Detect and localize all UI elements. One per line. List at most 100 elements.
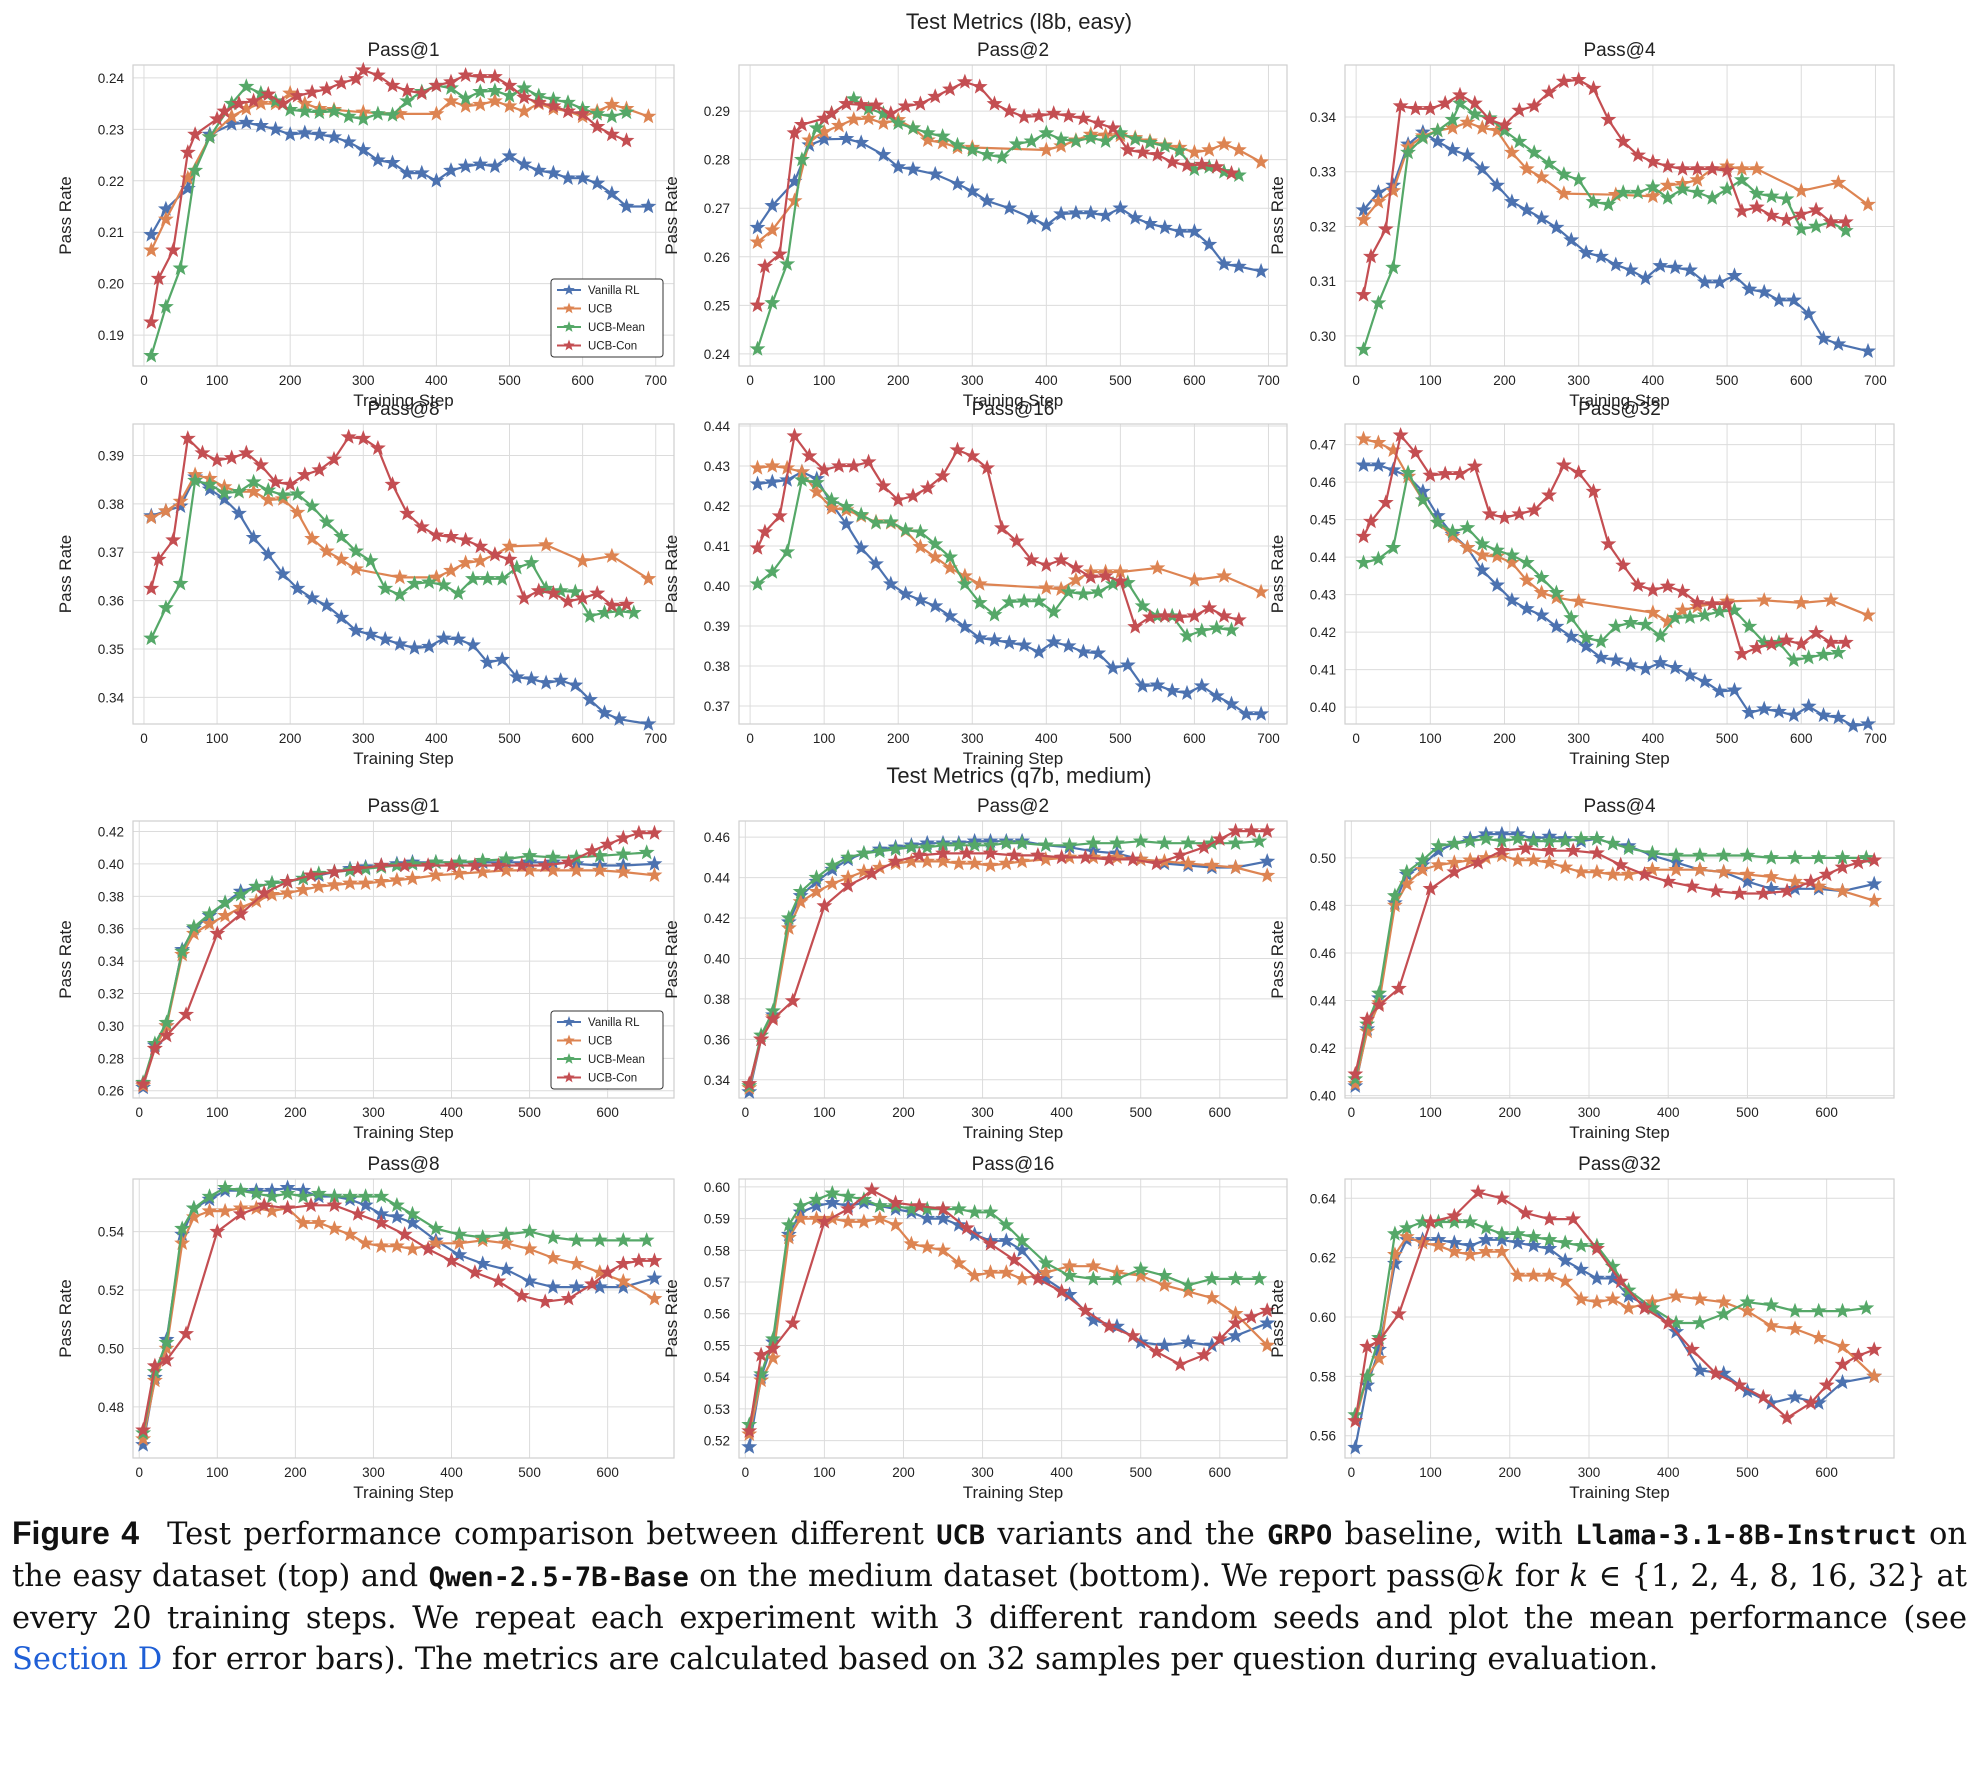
series-marker bbox=[1850, 1347, 1867, 1363]
series-marker bbox=[490, 857, 507, 873]
series-marker bbox=[1674, 180, 1691, 196]
x-tick-label: 700 bbox=[1864, 731, 1887, 746]
series-marker bbox=[342, 1226, 359, 1242]
series-marker bbox=[1778, 632, 1795, 648]
series-marker bbox=[1459, 114, 1476, 130]
series-marker bbox=[589, 118, 606, 134]
series-marker bbox=[451, 1234, 468, 1250]
series-marker bbox=[630, 824, 647, 840]
series-marker bbox=[584, 1275, 601, 1291]
series-marker bbox=[1622, 261, 1639, 277]
series-marker bbox=[1053, 137, 1070, 153]
series-marker bbox=[260, 546, 277, 562]
series-marker bbox=[964, 141, 981, 157]
series-marker bbox=[1622, 614, 1639, 630]
series-marker bbox=[1478, 1243, 1494, 1259]
x-tick-label: 400 bbox=[1035, 373, 1058, 388]
series-marker bbox=[1503, 554, 1520, 570]
series-marker bbox=[1815, 330, 1832, 346]
chart-panel: 0 100 200 300 400 500 600 0.34 0.36 0.38 0.40 0.42 0… bbox=[662, 796, 1288, 1142]
series-marker bbox=[1533, 584, 1550, 600]
series-marker bbox=[1390, 980, 1407, 996]
x-tick-label: 400 bbox=[440, 1105, 463, 1120]
series-marker bbox=[1607, 618, 1624, 634]
series-marker bbox=[1474, 535, 1491, 551]
series-marker bbox=[1689, 171, 1706, 187]
series-marker bbox=[1132, 1267, 1149, 1283]
y-tick-label: 0.48 bbox=[1310, 898, 1336, 913]
series-marker bbox=[165, 531, 182, 547]
series-marker bbox=[318, 80, 335, 97]
x-tick-label: 600 bbox=[1209, 1465, 1232, 1480]
series-marker bbox=[1786, 873, 1803, 889]
series-marker bbox=[998, 855, 1015, 871]
x-tick-label: 0 bbox=[746, 731, 754, 746]
series-marker bbox=[1060, 637, 1077, 653]
series-marker bbox=[753, 1031, 770, 1047]
series-marker bbox=[1061, 836, 1078, 852]
y-tick-label: 0.39 bbox=[98, 448, 124, 463]
series-marker bbox=[596, 704, 613, 720]
x-tick-label: 400 bbox=[1657, 1105, 1680, 1120]
series-marker bbox=[1493, 1231, 1510, 1247]
series-marker bbox=[318, 513, 335, 529]
series-marker bbox=[903, 1235, 920, 1251]
series-marker bbox=[420, 1240, 437, 1256]
y-tick-label: 0.44 bbox=[1310, 550, 1337, 565]
series-marker bbox=[950, 1216, 967, 1232]
series-marker bbox=[1109, 834, 1125, 850]
series-marker bbox=[545, 97, 562, 113]
series-marker bbox=[1444, 528, 1461, 544]
series-marker bbox=[863, 1181, 880, 1197]
series-marker bbox=[1386, 1225, 1403, 1241]
series-marker bbox=[618, 132, 635, 148]
series-marker bbox=[1511, 102, 1528, 118]
series-marker bbox=[1259, 853, 1276, 869]
series-marker bbox=[971, 78, 988, 94]
x-axis-label: Training Step bbox=[1569, 1123, 1669, 1142]
section-d-link[interactable]: Section D bbox=[12, 1642, 163, 1677]
series-marker bbox=[1652, 257, 1669, 273]
series-marker bbox=[201, 128, 218, 144]
chart-panel: 0 100 200 300 400 500 600 700 0.34 0.35 0.36 0.37 0.… bbox=[56, 399, 675, 768]
series-marker bbox=[1014, 1241, 1031, 1258]
plot-frame bbox=[132, 820, 675, 1099]
series-marker bbox=[1668, 1287, 1685, 1303]
x-tick-label: 300 bbox=[961, 731, 984, 746]
series-marker bbox=[217, 907, 234, 923]
series-marker bbox=[840, 1188, 857, 1204]
series-marker bbox=[347, 622, 364, 638]
series-marker bbox=[589, 105, 606, 121]
series-marker bbox=[256, 884, 273, 900]
series-marker bbox=[1038, 556, 1055, 573]
x-tick-label: 600 bbox=[1790, 731, 1813, 746]
y-tick-label: 0.40 bbox=[704, 579, 730, 594]
series-marker bbox=[1604, 866, 1621, 882]
series-marker bbox=[942, 548, 959, 565]
series-marker bbox=[1644, 844, 1661, 860]
series-marker bbox=[830, 457, 847, 473]
series-marker bbox=[1370, 434, 1387, 450]
x-tick-label: 0 bbox=[1352, 731, 1360, 746]
y-tick-label: 0.36 bbox=[98, 594, 124, 609]
series-marker bbox=[443, 857, 460, 873]
series-marker bbox=[1659, 177, 1676, 193]
series-marker bbox=[942, 607, 959, 623]
series-marker bbox=[1462, 851, 1479, 867]
series-marker bbox=[501, 147, 518, 163]
series-marker bbox=[143, 313, 160, 329]
y-tick-label: 0.34 bbox=[704, 1073, 731, 1088]
series-marker bbox=[1452, 86, 1468, 102]
series-marker bbox=[1430, 1237, 1447, 1253]
y-tick-label: 0.41 bbox=[704, 539, 730, 554]
y-tick-label: 0.62 bbox=[1310, 1251, 1336, 1266]
series-marker bbox=[1493, 1189, 1510, 1206]
series-marker bbox=[1053, 130, 1070, 146]
series-marker bbox=[186, 1208, 202, 1224]
series-marker bbox=[1860, 196, 1877, 212]
series-marker bbox=[513, 1287, 530, 1303]
series-marker bbox=[950, 855, 967, 871]
series-marker bbox=[1371, 1332, 1388, 1348]
y-tick-label: 0.46 bbox=[1310, 475, 1336, 490]
series-marker bbox=[1786, 1388, 1803, 1404]
